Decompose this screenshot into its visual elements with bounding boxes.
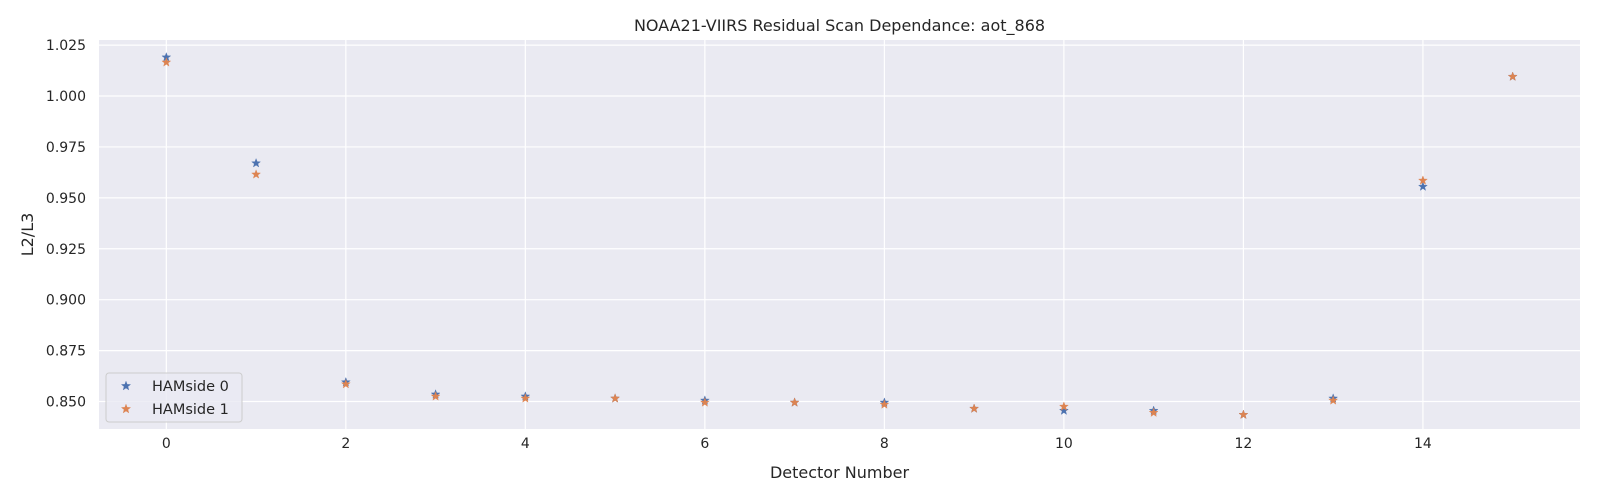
x-tick-label: 10 [1055,436,1073,452]
data-point-series-1 [1148,407,1159,417]
x-tick-label: 8 [880,436,889,452]
x-tick-label: 12 [1234,436,1252,452]
data-point-series-1 [789,397,800,407]
y-tick-label: 0.900 [46,293,86,309]
data-point-series-1 [699,397,710,407]
y-tick-label: 1.000 [46,89,86,105]
y-tick-label: 0.850 [46,395,86,411]
x-tick-label: 4 [521,436,530,452]
x-axis-label: Detector Number [770,463,910,482]
legend-box [105,372,243,423]
x-tick-label: 2 [341,436,350,452]
data-point-series-1 [1417,175,1428,185]
y-tick-label: 0.975 [46,140,86,156]
data-point-series-0 [1417,181,1428,191]
data-point-series-0 [251,158,262,168]
legend-label: HAMside 1 [152,402,229,418]
y-tick-label: 1.025 [46,38,86,54]
y-tick-label: 0.925 [46,242,86,258]
legend: HAMside 0 HAMside 1 [105,372,243,423]
data-point-series-1 [520,393,531,403]
data-point-series-1 [161,57,172,67]
y-axis-label: L2/L3 [18,213,37,257]
y-tick-labels: 0.850 0.875 0.900 0.925 0.950 0.975 1.000 1.025 [46,38,86,410]
x-tick-label: 14 [1414,436,1432,452]
legend-marker [120,380,132,391]
data-point-series-1 [969,403,980,413]
data-points [161,52,1518,419]
grid-lines [99,40,1580,429]
legend-label: HAMside 0 [152,379,229,395]
x-tick-labels: 0 2 4 6 8 10 12 14 [162,436,1432,452]
data-point-series-1 [1238,409,1249,419]
data-point-series-1 [251,169,262,179]
x-tick-label: 6 [700,436,709,452]
data-point-series-1 [340,379,351,389]
legend-marker [120,403,132,414]
data-point-series-1 [879,399,890,409]
y-tick-label: 0.950 [46,191,86,207]
data-point-series-1 [1058,401,1069,411]
data-point-series-1 [1507,71,1518,81]
chart-title: NOAA21-VIIRS Residual Scan Dependance: a… [634,16,1045,36]
data-point-series-1 [430,391,441,401]
data-point-series-1 [610,393,621,403]
data-point-series-1 [1328,395,1339,405]
y-tick-label: 0.875 [46,344,86,360]
plot-background [99,40,1580,429]
data-point-series-0 [1058,405,1069,415]
x-tick-label: 0 [162,436,171,452]
